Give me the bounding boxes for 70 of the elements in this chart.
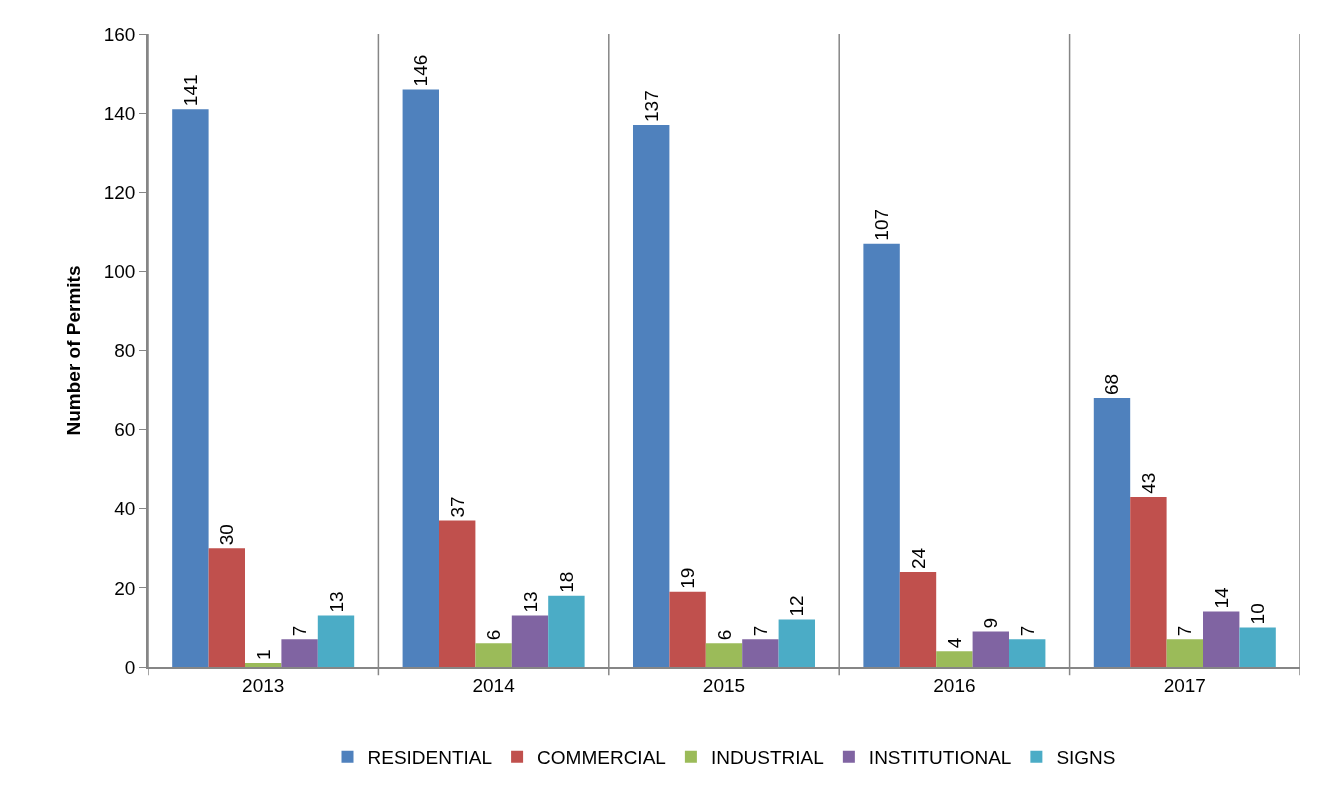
- legend-label: INSTITUTIONAL: [868, 747, 1012, 769]
- y-tick-label: 40: [114, 498, 136, 520]
- data-label: 7: [1174, 625, 1196, 637]
- y-tick-label: 60: [114, 419, 136, 441]
- data-label: 30: [216, 524, 238, 546]
- data-label: 4: [943, 637, 965, 649]
- legend-label: SIGNS: [1056, 747, 1116, 769]
- x-tick-label: 2017: [1163, 674, 1206, 696]
- y-tick-label: 140: [103, 102, 136, 124]
- x-tick-label: 2016: [933, 674, 976, 696]
- bar: [245, 663, 282, 667]
- bar: [1093, 397, 1131, 667]
- data-label: 6: [713, 629, 735, 641]
- y-tick-label: 100: [103, 261, 136, 283]
- bar: [1130, 496, 1167, 667]
- legend-label: RESIDENTIAL: [367, 747, 493, 769]
- bar: [548, 595, 585, 667]
- data-label: 13: [325, 591, 347, 613]
- bar: [1203, 611, 1240, 667]
- data-label: 68: [1101, 373, 1123, 395]
- x-tick-label: 2014: [472, 674, 516, 696]
- data-label: 12: [786, 595, 808, 617]
- bar: [317, 615, 355, 667]
- data-label: 24: [907, 547, 929, 570]
- bar: [899, 572, 937, 667]
- data-label: 14: [1210, 587, 1232, 609]
- y-tick-label: 20: [114, 577, 136, 599]
- bar: [778, 619, 816, 667]
- bar: [281, 639, 318, 667]
- bar: [208, 548, 245, 667]
- data-label: 137: [640, 90, 662, 122]
- bar: [936, 651, 973, 667]
- data-label: 7: [1016, 625, 1038, 637]
- legend-label: INDUSTRIAL: [710, 747, 824, 769]
- data-label: 141: [179, 74, 201, 107]
- data-label: 37: [446, 496, 468, 518]
- data-label: 18: [555, 571, 577, 593]
- bar: [402, 89, 439, 667]
- legend-label: COMMERCIAL: [537, 747, 666, 769]
- x-tick-label: 2013: [242, 674, 285, 696]
- data-label: 1: [252, 649, 274, 661]
- bar: [439, 520, 476, 667]
- data-label: 43: [1137, 472, 1159, 494]
- data-label: 7: [749, 625, 771, 637]
- bar: [705, 643, 743, 667]
- bar: [1166, 639, 1203, 667]
- data-label: 13: [519, 591, 541, 613]
- data-label: 146: [410, 54, 432, 87]
- bar: [475, 643, 512, 667]
- data-label: 107: [871, 208, 893, 241]
- bar: [172, 109, 209, 667]
- x-tick-label: 2015: [702, 674, 746, 696]
- bar: [863, 243, 900, 667]
- bar: [1009, 639, 1046, 667]
- bar: [669, 591, 706, 667]
- y-tick-label: 80: [114, 340, 136, 362]
- bar: [632, 124, 670, 667]
- data-label: 7: [289, 625, 311, 637]
- data-label: 6: [483, 629, 505, 641]
- y-tick-label: 160: [103, 23, 136, 45]
- y-tick-label: 120: [103, 181, 136, 203]
- data-label: 10: [1247, 603, 1269, 625]
- bar: [511, 615, 549, 667]
- bar: [1239, 627, 1276, 667]
- bar: [972, 631, 1009, 667]
- data-label: 19: [677, 567, 699, 589]
- y-axis-title: Number of Permits: [63, 265, 85, 436]
- data-label: 9: [980, 617, 1002, 629]
- bar: [742, 639, 779, 667]
- y-tick-label: 0: [124, 656, 136, 678]
